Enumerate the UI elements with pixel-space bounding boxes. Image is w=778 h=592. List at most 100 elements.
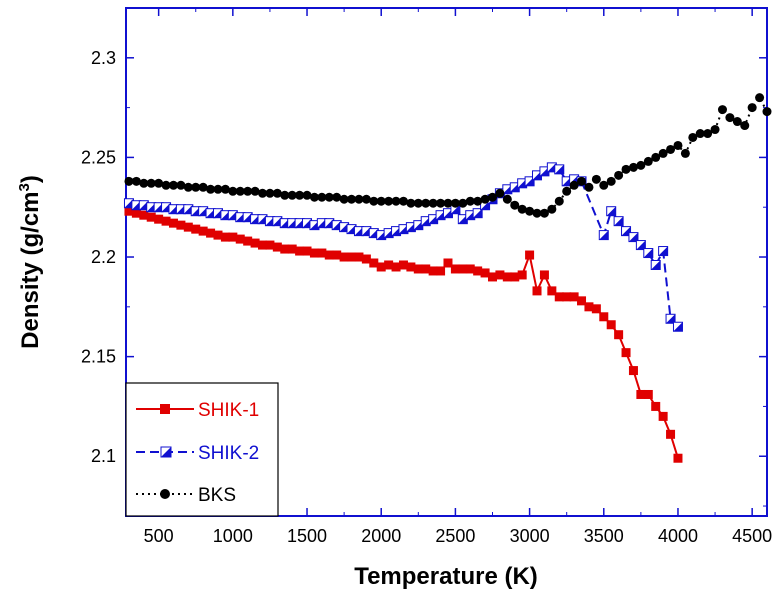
data-point-shik2-fill [539,166,549,176]
data-point-shik1 [235,234,245,244]
data-point-bks [577,176,587,186]
data-point-bks [762,107,772,117]
data-point-bks [228,186,238,196]
x-tick-label: 1500 [287,526,327,546]
data-point-shik2-fill [272,216,282,226]
data-point-bks [361,194,371,204]
data-point-shik2-fill [139,200,149,210]
data-point-shik1 [421,264,431,274]
series-shik1 [124,206,683,463]
data-point-bks [139,178,149,188]
tick-labels: 500 1000 1500 2000 2500 3000 3500 4000 4500 2.1 2.… [81,48,772,546]
data-point-shik1 [473,266,483,276]
data-point-bks [131,176,141,186]
data-point-shik1 [339,252,349,262]
data-point-shik1 [428,266,438,276]
data-point-shik2 [643,248,654,259]
data-point-shik2-fill [406,222,416,232]
data-point-bks [406,198,416,208]
data-point-bks [732,117,742,127]
y-axis-title-superscript: 3 [16,183,33,191]
data-point-shik2 [672,321,683,332]
y-axis-title-main: Density (g/cm [17,191,44,348]
data-point-shik2 [554,164,565,175]
data-point-shik2-fill [458,214,468,224]
data-point-bks [495,188,505,198]
data-point-bks [502,194,512,204]
data-point-shik2-fill [413,220,423,230]
data-point-bks [710,125,720,135]
data-point-shik1 [606,320,616,330]
data-point-bks [651,152,661,162]
data-point-bks [554,196,564,206]
data-point-shik2 [665,313,676,324]
y-tick-label: 2.15 [81,347,116,367]
data-point-shik2-fill [651,260,661,270]
data-point-shik1 [361,254,371,264]
data-point-shik1 [183,222,193,232]
data-point-bks [235,186,245,196]
data-point-shik1 [250,238,260,248]
data-point-shik1 [317,248,327,258]
data-point-bks [569,180,579,190]
series-bks [124,93,772,218]
data-point-bks [755,93,765,103]
data-point-shik1 [243,236,253,246]
data-point-bks [747,103,757,113]
data-point-shik1 [124,206,134,216]
data-point-shik2-fill [243,212,253,222]
data-point-bks [198,182,208,192]
legend-item-shik2: SHIK-2 [136,443,259,464]
data-point-shik2-fill [628,232,638,242]
data-point-bks [124,176,134,186]
data-point-shik1 [614,330,624,340]
data-point-bks [384,196,394,206]
data-point-shik2-fill [465,210,475,220]
data-point-bks [614,170,624,180]
data-point-bks [487,192,497,202]
data-point-shik1 [146,212,156,222]
data-point-shik1 [458,264,468,274]
data-point-shik1 [525,250,535,260]
legend-marker-bks [160,489,170,499]
data-point-bks [265,188,275,198]
legend-marker-shik1 [160,404,170,414]
data-point-shik2-fill [614,216,624,226]
data-point-bks [161,180,171,190]
data-point-bks [295,190,305,200]
data-point-shik1 [176,220,186,230]
data-point-bks [584,182,594,192]
data-point-shik1 [517,270,527,280]
data-point-bks [287,190,297,200]
x-tick-label: 4000 [658,526,698,546]
data-point-bks [458,198,468,208]
data-point-shik2 [472,208,483,219]
data-point-bks [628,162,638,172]
data-point-shik1 [332,250,342,260]
data-point-bks [428,198,438,208]
data-point-shik1 [532,286,542,296]
data-point-bks [480,194,490,204]
data-point-bks [643,156,653,166]
data-point-shik2-fill [228,210,238,220]
data-point-bks [591,174,601,184]
data-point-bks [250,186,260,196]
data-point-shik1 [376,262,386,272]
data-point-shik1 [643,389,653,399]
data-point-bks [636,160,646,170]
data-point-bks [680,148,690,158]
data-point-bks [206,184,216,194]
data-point-shik2-fill [220,210,230,220]
data-point-shik1 [636,389,646,399]
data-point-shik2 [606,206,617,217]
data-point-shik2-fill [606,206,616,216]
data-point-bks [317,192,327,202]
data-point-shik1 [480,268,490,278]
x-tick-label: 2500 [435,526,475,546]
x-tick-label: 2000 [361,526,401,546]
data-point-shik1 [450,264,460,274]
data-point-bks [168,180,178,190]
data-point-shik1 [154,214,164,224]
y-axis-title: Density (g/cm3) [16,175,44,349]
